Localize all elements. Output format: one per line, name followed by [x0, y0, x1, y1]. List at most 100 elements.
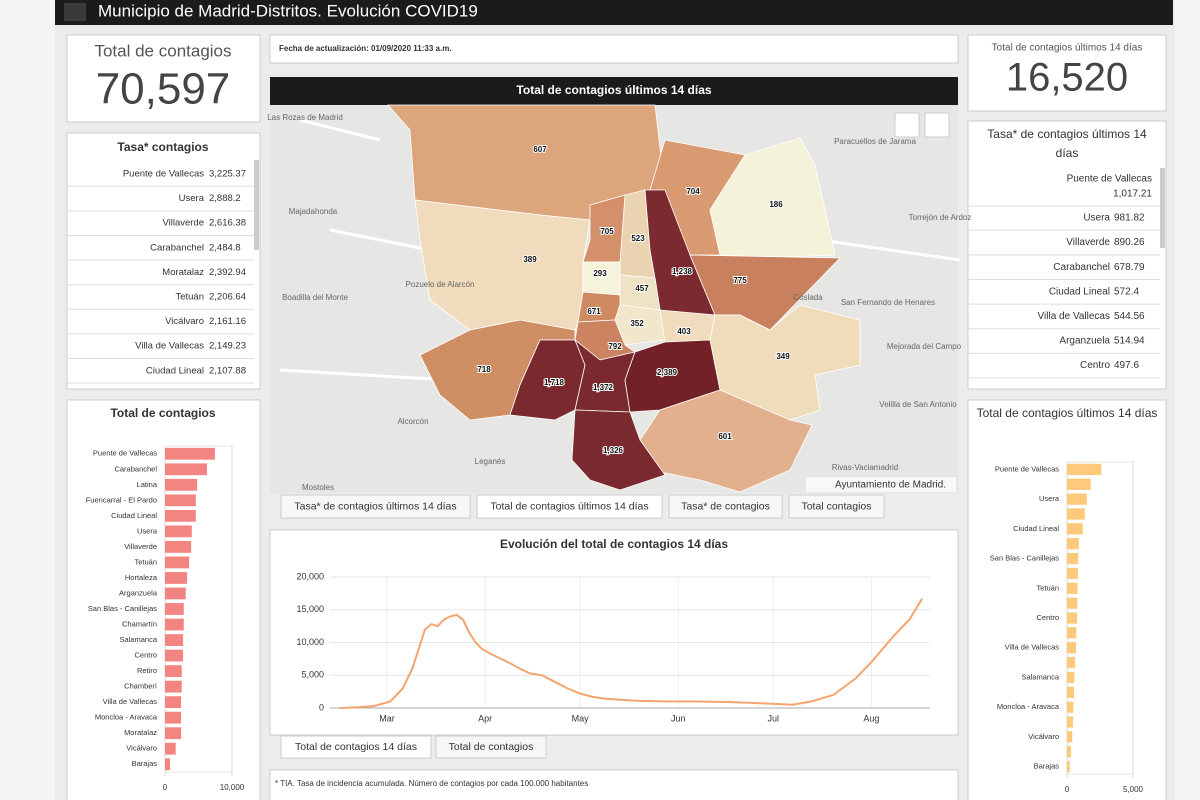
place-name: Pozuelo de Alarcón [406, 280, 475, 289]
district[interactable] [614, 304, 666, 346]
y-tick-label: 20,000 [296, 571, 324, 581]
row-value: 514.94 [1114, 336, 1145, 347]
district[interactable] [659, 309, 716, 343]
row-value: 2,484.8 [209, 242, 241, 253]
scrollbar [254, 160, 259, 250]
chart-title: Evolución del total de contagios 14 días [500, 537, 728, 551]
y-tick-label: San Blas - Canillejas [990, 554, 1059, 563]
y-tick-label: 15,000 [296, 604, 324, 614]
scrollbar [1160, 168, 1165, 248]
line-series [339, 598, 923, 709]
row-name: Villa de Vallecas [135, 341, 204, 352]
tab[interactable] [280, 735, 432, 759]
x-tick-label: May [572, 713, 590, 723]
tab-label[interactable]: Total contagios [801, 500, 871, 512]
district-label: 523 [631, 234, 645, 243]
x-tick-label: 10,000 [220, 783, 245, 792]
tab[interactable] [476, 494, 663, 519]
row-name: Ciudad Lineal [146, 365, 204, 376]
y-tick-label: Moratalaz [124, 728, 157, 737]
bar [165, 556, 190, 569]
row-value: 981.82 [1114, 213, 1145, 224]
place-name: Leganés [475, 457, 506, 466]
bar [1067, 746, 1071, 758]
row-value: 497.6 [1114, 360, 1139, 371]
bar [165, 758, 171, 771]
y-tick-label: Latina [137, 480, 158, 489]
home-button[interactable] [894, 112, 920, 138]
bar [1067, 597, 1078, 609]
place-name: Las Rozas de Madrid [267, 113, 343, 122]
tab-label[interactable]: Total de contagios 14 días [295, 741, 417, 753]
credit-bg [806, 477, 956, 492]
row-name: Moratalaz [162, 267, 204, 278]
card [967, 34, 1167, 112]
y-tick-label: Tetuán [1036, 583, 1059, 592]
row-value: 2,161.16 [209, 316, 246, 327]
bar [165, 572, 188, 584]
tab[interactable] [788, 494, 885, 519]
district-label: 607 [533, 145, 547, 154]
road [329, 228, 431, 252]
bar [1067, 463, 1102, 476]
district-label: 1,718 [544, 378, 565, 387]
tab[interactable] [280, 494, 471, 519]
tab-label[interactable]: Tasa* de contagios últimos 14 días [294, 500, 456, 512]
bar [165, 525, 192, 538]
row-value: 890.26 [1114, 237, 1145, 248]
row-name: Carabanchel [1053, 262, 1110, 273]
district-label: 457 [635, 284, 649, 293]
y-tick-label: Salamanca [1021, 672, 1059, 681]
row-name: Ciudad Lineal [1049, 286, 1110, 297]
tab-label[interactable]: Total de contagios últimos 14 días [490, 500, 648, 512]
place-name: Boadilla del Monte [282, 293, 348, 302]
row-name: Villa de Vallecas [1038, 311, 1110, 322]
map-title: Total de contagios últimos 14 días [516, 83, 711, 97]
district-label: 601 [718, 432, 732, 441]
y-tick-label: Barajas [1034, 762, 1060, 771]
tab-label[interactable]: Total de contagios [449, 741, 534, 753]
bar [165, 509, 196, 522]
bar [1067, 671, 1075, 684]
card-value: 16,520 [1006, 56, 1128, 100]
tab[interactable] [435, 735, 547, 759]
district[interactable] [414, 199, 591, 331]
update-text: Fecha de actualización: 01/09/2020 11:33… [279, 44, 452, 53]
y-tick-label: Centro [1036, 613, 1059, 622]
tab-label[interactable]: Tasa* de contagios [681, 500, 770, 512]
bar [165, 665, 182, 677]
district-label: 1,238 [672, 267, 693, 276]
y-tick-label: Hortaleza [125, 573, 158, 582]
district-label: 403 [677, 327, 691, 336]
bar [1067, 552, 1079, 565]
place-name: Velilla de San Antonio [879, 400, 957, 409]
tab[interactable] [668, 494, 783, 519]
y-tick-label: Chamberí [124, 682, 158, 691]
row-name: Centro [1080, 360, 1110, 371]
blurred-panel [0, 0, 55, 800]
bar [165, 696, 182, 709]
list-panel [66, 132, 261, 390]
district[interactable] [709, 137, 836, 259]
district-label: 704 [686, 187, 700, 196]
legend-button[interactable] [924, 112, 950, 138]
card [66, 34, 261, 123]
blurred-panel [1175, 0, 1200, 800]
y-tick-label: San Blas - Canillejas [88, 604, 157, 613]
update-box [269, 34, 959, 64]
y-tick-label: 0 [319, 702, 324, 712]
map-credit: Ayuntamiento de Madrid. [835, 480, 946, 491]
bar [1067, 760, 1070, 773]
row-name: Carabanchel [150, 242, 204, 253]
district[interactable] [571, 409, 666, 491]
y-tick-label: Ciudad Lineal [111, 511, 157, 520]
footnote: * TIA. Tasa de incidencia acumulada. Núm… [275, 779, 588, 788]
place-name: Paracuellos de Jarama [834, 137, 916, 146]
row-value: 572.4 [1114, 286, 1139, 297]
y-tick-label: Barajas [132, 759, 158, 768]
bar [165, 494, 196, 507]
district[interactable] [582, 261, 621, 296]
district-label: 293 [593, 269, 607, 278]
place-name: Mejorada del Campo [887, 342, 962, 351]
